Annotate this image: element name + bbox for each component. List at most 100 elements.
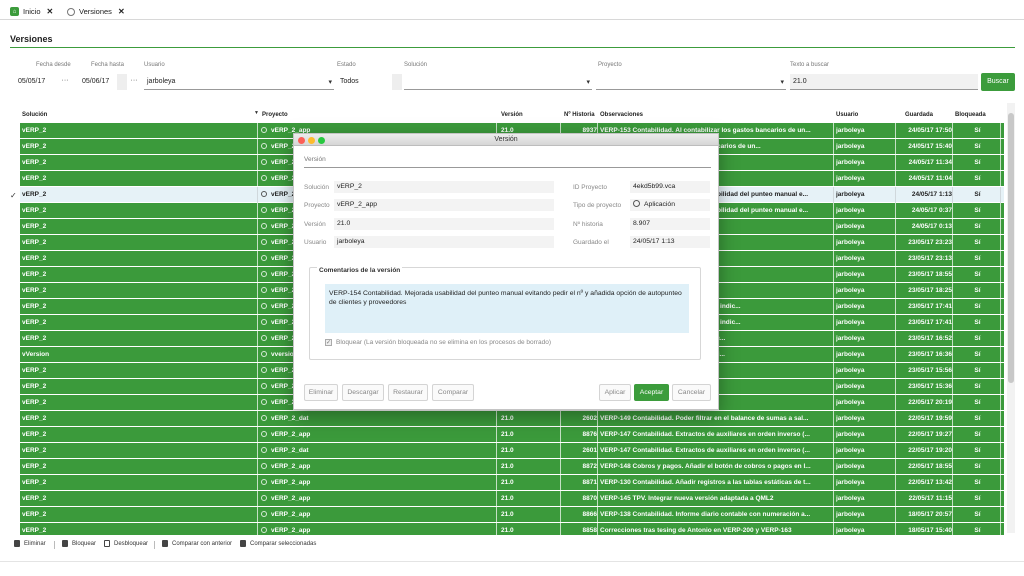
fecha-hasta-label: Fecha hasta [91, 62, 125, 68]
table-row[interactable]: vERP_2 vERP_2_app 21.0 8876 VERP-147 Contabi… [20, 427, 1004, 443]
cell-usuario: jarboleya [836, 411, 896, 427]
dialog-eliminar-button[interactable]: Eliminar [304, 384, 338, 401]
tab-versiones[interactable]: Versiones ✕ [67, 5, 125, 18]
cell-bloqueada-text: Sí [974, 479, 981, 486]
cell-version: 21.0 [501, 491, 561, 507]
dialog-restaurar-button[interactable]: Restaurar [388, 384, 428, 401]
cell-guardada-text: 24/05/17 0:13 [911, 223, 952, 230]
checkbox-icon[interactable]: ✓ [325, 339, 332, 346]
tab-inicio[interactable]: ⌂ Inicio ✕ [10, 5, 53, 18]
dialog-aceptar-button[interactable]: Aceptar [634, 384, 669, 401]
close-window-icon[interactable] [298, 137, 305, 144]
cell-version-text: 21.0 [501, 527, 514, 534]
cell-solucion-text: vERP_2 [22, 495, 47, 502]
comments-textarea[interactable]: VERP-154 Contabilidad. Mejorada usabilid… [325, 284, 689, 333]
cell-solucion: vERP_2 [22, 331, 258, 347]
cell-bloqueada-text: Sí [974, 287, 981, 294]
cell-usuario-text: jarboleya [836, 367, 865, 374]
desbloquear-button[interactable]: Desbloquear [104, 540, 148, 547]
cell-bloqueada-text: Sí [974, 255, 981, 262]
bloquear-button[interactable]: Bloquear [62, 540, 96, 547]
table-row[interactable]: vERP_2 vERP_2_app 21.0 8870 VERP-145 TPV. In… [20, 491, 1004, 507]
cell-observaciones-text: VERP-130 Contabilidad. Añadir registros … [600, 479, 811, 486]
table-row[interactable]: vERP_2 vERP_2_app 21.0 8872 VERP-148 Cobros … [20, 459, 1004, 475]
cell-version-text: 21.0 [501, 495, 514, 502]
column-header-usuario[interactable]: Usuario [836, 112, 859, 118]
table-row[interactable]: vERP_2 vERP_2_dat 21.0 2602 VERP-149 Contabi… [20, 411, 1004, 427]
cell-guardada-text: 23/05/17 18:25 [908, 287, 952, 294]
usuario-select[interactable]: jarboleya ▾ [144, 74, 334, 90]
cell-bloqueada: Sí [955, 139, 1001, 155]
column-header-observaciones[interactable]: Observaciones [600, 112, 644, 118]
comparar-seleccionadas-button[interactable]: Comparar seleccionadas [240, 540, 316, 547]
cell-guardada-text: 24/05/17 15:40 [908, 143, 952, 150]
column-header-solucion[interactable]: Solución [22, 112, 48, 118]
column-header-version[interactable]: Versión [501, 112, 523, 118]
cell-usuario: jarboleya [836, 315, 896, 331]
cell-bloqueada: Sí [955, 283, 1001, 299]
cell-solucion-text: vERP_2 [22, 191, 47, 198]
comparar-anterior-button[interactable]: Comparar con anterior [162, 540, 232, 547]
dialog-comparar-button[interactable]: Comparar [432, 384, 474, 401]
solucion-select[interactable]: ▾ [404, 74, 592, 90]
maximize-window-icon[interactable] [318, 137, 325, 144]
cell-proyecto-text: vERP_2_dat [271, 415, 309, 422]
texto-input[interactable]: 21.0 [790, 74, 978, 90]
dialog-cancelar-button[interactable]: Cancelar [672, 384, 711, 401]
fecha-hasta-input[interactable]: 05/06/17 [82, 78, 110, 85]
estado-value[interactable]: Todos [340, 78, 359, 85]
table-row[interactable]: vERP_2 vERP_2_app 21.0 8871 VERP-130 Contabi… [20, 475, 1004, 491]
cell-observaciones: VERP-149 Contabilidad. Poder filtrar en … [600, 411, 834, 427]
table-row[interactable]: vERP_2 vERP_2_app 21.0 8858 Correcciones tra… [20, 523, 1004, 535]
column-header-historia[interactable]: Nº Historia [564, 112, 595, 118]
usuario-value: jarboleya [147, 78, 176, 85]
fecha-desde-picker-button[interactable]: ··· [61, 77, 69, 84]
cell-solucion: vERP_2 [22, 395, 258, 411]
cell-solucion-text: vERP_2 [22, 127, 47, 134]
unlock-icon [104, 540, 110, 547]
cell-usuario: jarboleya [836, 331, 896, 347]
eliminar-button[interactable]: Eliminar [14, 540, 46, 547]
cell-observaciones: VERP-148 Cobros y pagos. Añadir el botón… [600, 459, 834, 475]
bloquear-label: Bloquear [72, 540, 97, 547]
column-header-proyecto[interactable]: Proyecto [262, 112, 288, 118]
comments-label: Comentarios de la versión [317, 267, 403, 274]
dialog-titlebar: Versión [294, 134, 718, 146]
cell-solucion-text: vERP_2 [22, 447, 47, 454]
estado-button[interactable] [392, 74, 402, 90]
dialog-section-divider [304, 167, 711, 168]
fecha-desde-input[interactable]: 05/05/17 [18, 78, 46, 85]
table-row[interactable]: vERP_2 vERP_2_app 21.0 8866 VERP-138 Contabi… [20, 507, 1004, 523]
cell-usuario: jarboleya [836, 139, 896, 155]
lock-checkbox[interactable]: ✓ Bloquear (La versión bloqueada no se e… [325, 339, 551, 346]
search-button[interactable]: Buscar [981, 73, 1015, 91]
cell-proyecto-text: vERP_2_app [271, 335, 311, 342]
dialog-descargar-button[interactable]: Descargar [342, 384, 384, 401]
close-icon[interactable]: ✕ [117, 7, 125, 16]
close-icon[interactable]: ✕ [46, 7, 54, 16]
dialog-aplicar-button[interactable]: Aplicar [599, 384, 631, 401]
proyecto-select[interactable]: ▾ [596, 74, 786, 90]
column-header-bloqueada[interactable]: Bloqueada [955, 112, 986, 118]
scrollbar-thumb[interactable] [1008, 113, 1014, 383]
minimize-window-icon[interactable] [308, 137, 315, 144]
cell-solucion: vERP_2 [22, 507, 258, 523]
cell-proyecto-text: vERP_2_app [271, 319, 311, 326]
cell-historia-text: 8871 [582, 479, 597, 486]
cell-bloqueada: Sí [955, 475, 1001, 491]
cell-guardada-text: 23/05/17 23:13 [908, 255, 952, 262]
table-row[interactable]: vERP_2 vERP_2_dat 21.0 2601 VERP-147 Contabi… [20, 443, 1004, 459]
gear-icon [261, 175, 267, 181]
cell-usuario: jarboleya [836, 347, 896, 363]
column-header-guardada[interactable]: Guardada [905, 112, 934, 118]
cell-historia: 8870 [561, 491, 598, 507]
cell-bloqueada: Sí [955, 491, 1001, 507]
cell-proyecto-text: vERP_2_app [271, 143, 311, 150]
cell-solucion: vERP_2 [22, 379, 258, 395]
cell-solucion-text: vERP_2 [22, 255, 47, 262]
cell-usuario-text: jarboleya [836, 287, 865, 294]
vertical-scrollbar[interactable] [1007, 103, 1015, 533]
cell-version-text: 21.0 [501, 127, 514, 134]
fecha-hasta-picker-button[interactable] [117, 74, 127, 90]
usuario-picker-button[interactable]: ··· [130, 77, 138, 84]
